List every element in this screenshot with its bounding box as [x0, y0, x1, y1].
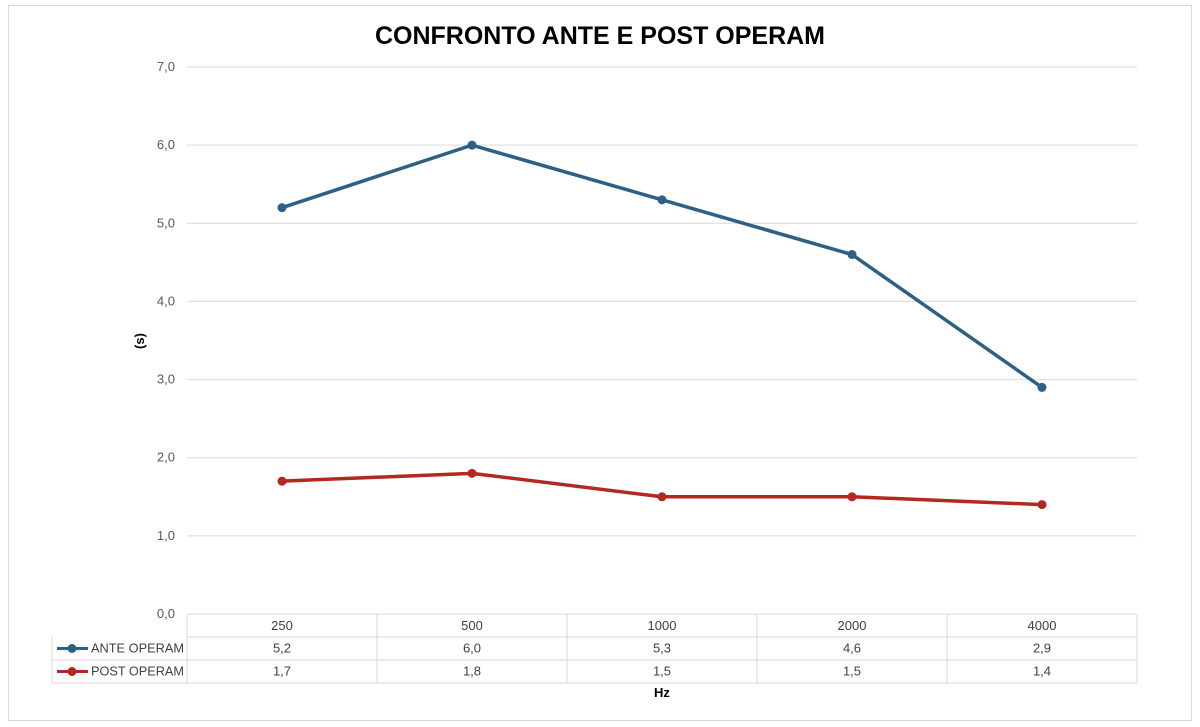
data-point [847, 492, 857, 502]
data-label: 4,6 [843, 641, 861, 656]
data-label: 1,4 [1033, 664, 1051, 679]
data-point [657, 195, 667, 205]
data-label: 1,5 [653, 664, 671, 679]
x-tick-label: 500 [461, 618, 483, 633]
x-tick-label: 1000 [648, 618, 677, 633]
legend-marker [67, 644, 77, 653]
data-label: 5,2 [273, 641, 291, 656]
data-point [277, 203, 287, 213]
data-point [277, 476, 287, 486]
data-point [1037, 382, 1047, 392]
x-axis-label: Hz [654, 685, 670, 700]
data-label: 1,8 [463, 664, 481, 679]
y-tick-label: 4,0 [157, 293, 175, 308]
data-point [657, 492, 667, 502]
data-label: 5,3 [653, 641, 671, 656]
y-tick-label: 0,0 [157, 606, 175, 621]
x-tick-label: 250 [271, 618, 293, 633]
chart-frame [8, 5, 1192, 721]
gridlines [187, 66, 1137, 615]
y-tick-label: 3,0 [157, 372, 175, 387]
series-line [280, 143, 1044, 390]
y-tick-labels: 0,0 1,0 2,0 3,0 4,0 5,0 6,0 7,0 [157, 59, 175, 621]
legend-label: ANTE OPERAM [91, 641, 184, 656]
y-tick-label: 5,0 [157, 215, 175, 230]
data-label: 1,7 [273, 664, 291, 679]
x-tick-label: 2000 [838, 618, 867, 633]
x-tick-label: 4000 [1028, 618, 1057, 633]
legend-marker [67, 667, 77, 676]
data-label: 2,9 [1033, 641, 1051, 656]
data-point [467, 140, 477, 150]
y-tick-label: 1,0 [157, 528, 175, 543]
data-table: 250 500 1000 2000 4000 ANTE OPERAM 5,2 6,0 5,3 4,… [51, 614, 1138, 684]
legend-label: POST OPERAM [91, 664, 184, 679]
data-point [847, 250, 857, 260]
data-point [1037, 500, 1047, 510]
data-label: 6,0 [463, 641, 481, 656]
y-tick-label: 2,0 [157, 450, 175, 465]
series-lines [277, 140, 1047, 510]
chart-title: CONFRONTO ANTE E POST OPERAM [375, 22, 825, 50]
data-label: 1,5 [843, 664, 861, 679]
y-tick-label: 6,0 [157, 137, 175, 152]
y-tick-label: 7,0 [157, 59, 175, 74]
y-axis-label: (s) [132, 333, 147, 349]
data-point [467, 468, 477, 478]
